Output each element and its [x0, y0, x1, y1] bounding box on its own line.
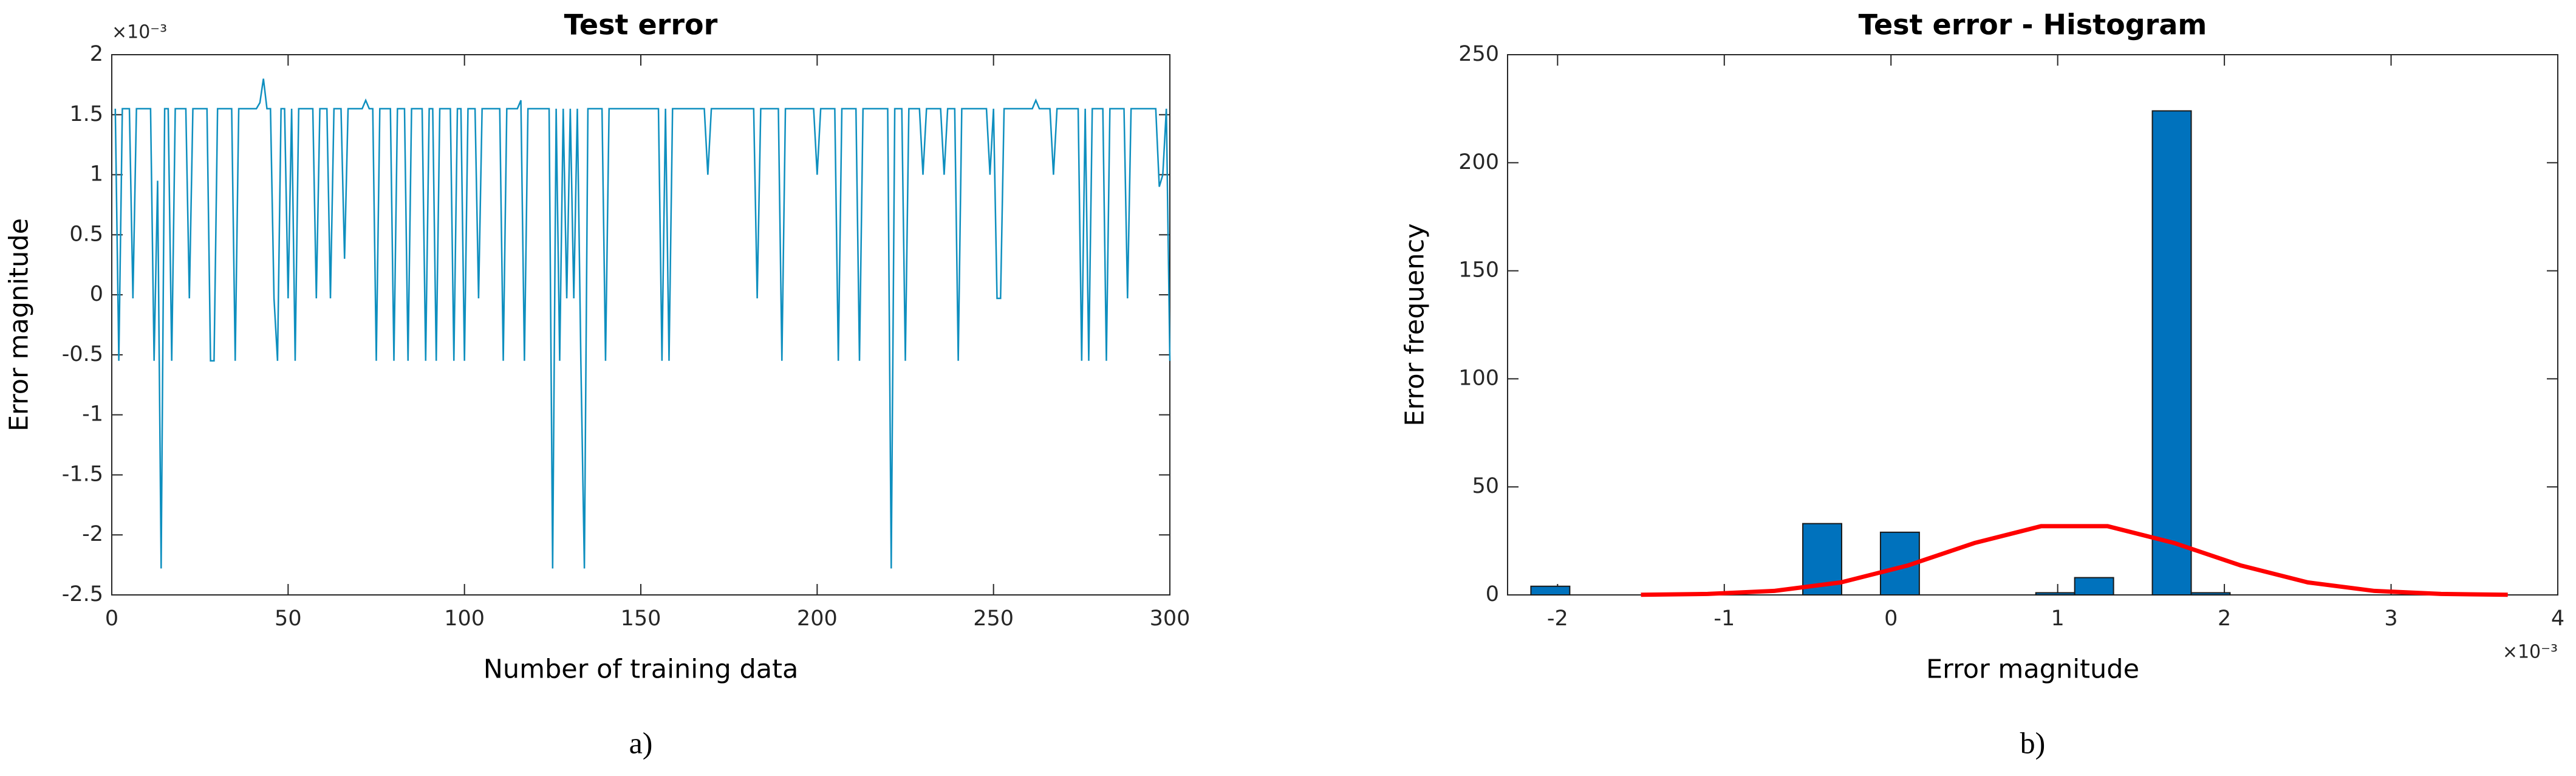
y-tick-label: 200 [1458, 150, 1499, 174]
caption: b) [2020, 726, 2046, 760]
x-tick-label: 2 [2218, 606, 2231, 631]
hist-bar [1530, 585, 1571, 596]
x-tick-label: 100 [444, 606, 485, 631]
exponent-label: ×10⁻³ [112, 22, 167, 43]
y-tick-label: 1.5 [69, 102, 103, 126]
y-axis-label: Error magnitude [4, 218, 35, 431]
axes-box [1507, 54, 2558, 596]
fit-curve [1641, 524, 2508, 597]
x-tick-label: 0 [1884, 606, 1898, 631]
x-axis-label: Number of training data [483, 654, 799, 685]
x-tick-label: 150 [621, 606, 661, 631]
y-axis-label: Error frequency [1400, 223, 1430, 426]
hist-bar [2190, 592, 2231, 596]
error-line [114, 78, 1171, 569]
x-tick-label: -1 [1713, 606, 1735, 631]
chart-title: Test error [564, 9, 718, 41]
x-tick-label: 3 [2384, 606, 2397, 631]
y-tick-label: 0 [1486, 582, 1499, 606]
chart-title: Test error - Histogram [1859, 9, 2207, 41]
y-tick-label: 50 [1472, 474, 1499, 498]
y-tick-label: 0 [90, 282, 103, 306]
y-tick-label: -0.5 [62, 342, 103, 366]
x-tick-label: 250 [973, 606, 1014, 631]
caption: a) [629, 726, 653, 760]
x-tick-label: 50 [275, 606, 302, 631]
hist-bar [2074, 577, 2114, 596]
y-tick-label: 2 [90, 42, 103, 66]
x-tick-label: 200 [797, 606, 838, 631]
y-tick-label: 1 [90, 162, 103, 187]
y-tick-label: -2.5 [62, 582, 103, 606]
hist-bar [2151, 110, 2192, 596]
y-tick-label: -1 [82, 402, 103, 427]
y-tick-label: -2 [82, 522, 103, 546]
x-tick-label: 0 [105, 606, 118, 631]
y-tick-label: -1.5 [62, 462, 103, 486]
x-tick-label: 1 [2051, 606, 2065, 631]
y-tick-label: 250 [1458, 42, 1499, 66]
exponent-label: ×10⁻³ [2503, 642, 2558, 663]
x-tick-label: -2 [1547, 606, 1568, 631]
x-tick-label: 300 [1150, 606, 1191, 631]
x-tick-label: 4 [2551, 606, 2564, 631]
hist-bar [2035, 592, 2075, 596]
y-tick-label: 100 [1458, 366, 1499, 390]
x-axis-label: Error magnitude [1926, 654, 2139, 685]
y-tick-label: 150 [1458, 258, 1499, 283]
y-tick-label: 0.5 [69, 222, 103, 246]
